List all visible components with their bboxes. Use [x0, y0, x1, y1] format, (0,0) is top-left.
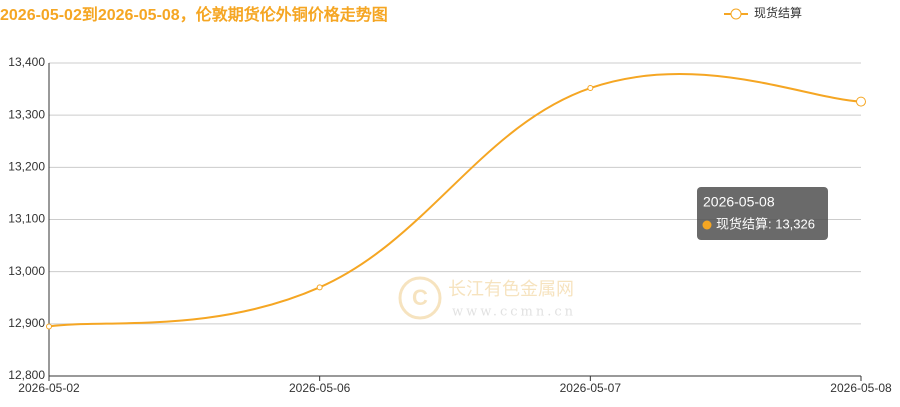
watermark-name: 长江有色金属网	[448, 279, 574, 299]
x-tick-label: 2026-05-08	[830, 381, 892, 395]
y-tick-label: 13,200	[8, 160, 45, 174]
tooltip-box	[697, 187, 828, 240]
point	[587, 85, 594, 92]
tooltip-title: 2026-05-08	[703, 194, 775, 210]
chart-title: 2026-05-02到2026-05-08，伦敦期货伦外铜价格走势图	[0, 5, 388, 24]
y-tick-label: 13,300	[8, 107, 45, 121]
y-tick-label: 13,000	[8, 264, 45, 278]
x-tick-label: 2026-05-06	[289, 381, 351, 395]
watermark: C 长江有色金属网 www.ccmn.cn	[398, 276, 576, 320]
watermark-logo-letter: C	[412, 285, 428, 310]
point	[46, 323, 52, 330]
watermark-url: www.ccmn.cn	[452, 305, 576, 320]
tooltip-marker	[702, 220, 712, 230]
watermark-logo	[398, 276, 442, 320]
legend-label: 现货结算	[754, 5, 802, 20]
y-tick-label: 12,900	[8, 316, 45, 330]
legend-marker	[730, 8, 742, 20]
x-tick-label: 2026-05-07	[560, 381, 622, 395]
y-tick-label: 13,400	[8, 55, 45, 69]
tooltip: 2026-05-08 现货结算: 13,326	[697, 187, 828, 240]
y-tick-label: 12,800	[8, 368, 45, 382]
point	[856, 96, 866, 107]
tooltip-label: 现货结算: 13,326	[716, 216, 815, 231]
y-tick-label: 13,100	[8, 212, 45, 226]
x-tick-label: 2026-05-02	[18, 381, 80, 395]
point	[316, 284, 323, 291]
line	[48, 73, 862, 328]
